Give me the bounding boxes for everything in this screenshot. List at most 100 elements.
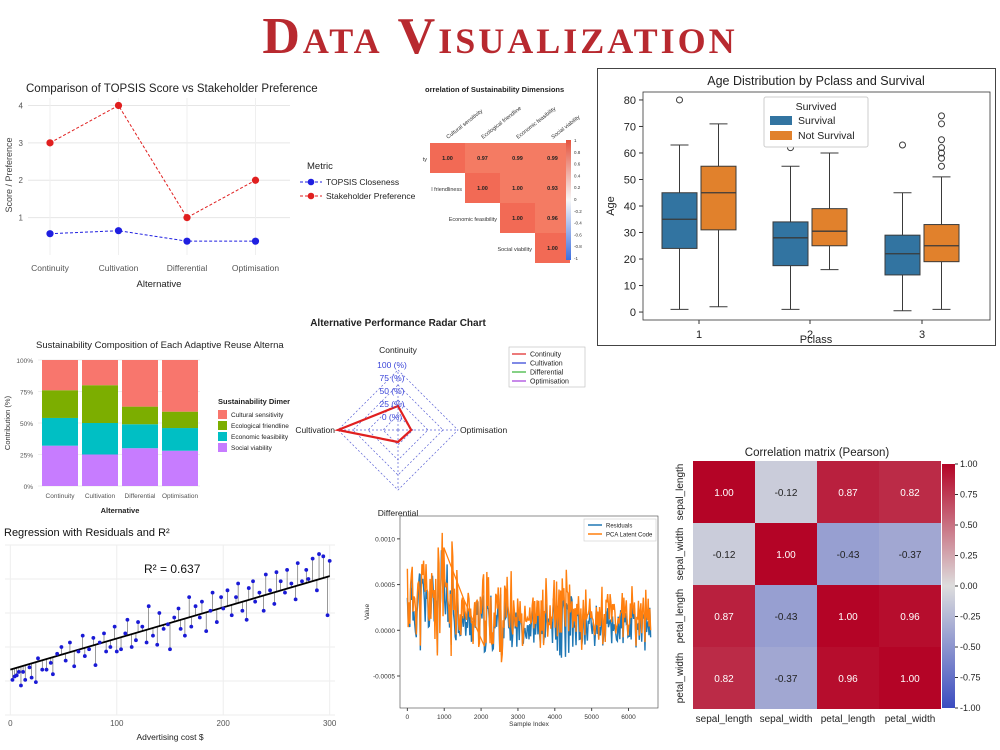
data-point	[240, 608, 245, 613]
row-label: sepal_length	[675, 464, 686, 521]
x-tick-label: Differential	[125, 493, 157, 500]
legend-swatch	[770, 116, 792, 125]
stacked-segment	[122, 406, 158, 425]
x-tick-label: 4000	[548, 714, 563, 721]
heatmap-cell	[500, 173, 535, 203]
y-tick-label: 0.0000	[375, 628, 395, 635]
data-point	[27, 665, 32, 670]
stacked-segment	[162, 411, 198, 429]
box-not-survival	[811, 208, 848, 247]
heatmap-cell	[879, 461, 941, 523]
cell-value: 0.87	[714, 612, 734, 623]
data-point	[97, 640, 102, 645]
legend-marker	[307, 178, 315, 186]
y-tick-label: 0%	[24, 484, 34, 491]
data-point	[278, 579, 283, 584]
ring-label: 50 (%)	[379, 386, 404, 396]
axis-label: Cultivation	[295, 425, 335, 435]
axis-label: Continuity	[379, 345, 418, 355]
sustainability-correlation-panel: orrelation of Sustainability Dimensions C…	[400, 78, 585, 278]
colorbar-tick: 0.50	[960, 520, 978, 530]
data-point	[263, 572, 268, 577]
outlier-point	[938, 162, 945, 170]
data-point	[317, 552, 321, 556]
cell-value: 0.99	[512, 156, 523, 162]
y-tick-label: 0.0005	[375, 582, 395, 589]
row-label: sepal_width	[675, 528, 686, 581]
cell-value: -0.12	[775, 488, 798, 499]
data-point	[253, 599, 258, 604]
data-point	[214, 620, 219, 624]
legend-swatch	[770, 131, 792, 140]
data-point	[285, 568, 289, 572]
data-point	[251, 176, 260, 184]
cell-value: -0.12	[713, 550, 736, 561]
row-label: Social viability	[497, 247, 532, 253]
heatmap-cell	[693, 585, 755, 647]
colorbar-tick: 0.4	[574, 173, 581, 178]
x-tick-label: 200	[217, 719, 231, 728]
colorbar-tick: -0.2	[574, 209, 582, 214]
data-point	[304, 568, 309, 572]
iris-correlation-chart: 1.00 -0.12 0.87 0.82 -0.12 1.00 -0.43 -0.37 0.87…	[675, 447, 981, 725]
data-point	[157, 611, 162, 615]
colorbar-tick: -0.25	[960, 612, 981, 622]
legend-box	[508, 346, 586, 388]
data-point	[251, 237, 260, 245]
chart-title: Comparison of TOPSIS Score vs Stakeholde…	[26, 83, 318, 95]
residuals-chart-panel: -0.0005 0.0000 0.0005 0.0010 0 1000 2000 3000 40…	[358, 508, 662, 736]
data-point	[55, 651, 60, 656]
legend-title: Metric	[307, 161, 333, 172]
heatmap-cell	[693, 523, 755, 585]
stacked-segment	[162, 360, 198, 412]
cell-value: 1.00	[477, 186, 488, 192]
x-tick-label: 1000	[437, 714, 452, 721]
data-point	[82, 654, 87, 658]
data-point	[261, 608, 266, 613]
heatmap-cell	[755, 523, 817, 585]
y-tick-label: 10	[624, 281, 636, 293]
data-point	[114, 649, 119, 654]
data-point	[10, 677, 15, 682]
data-point	[68, 640, 72, 645]
data-point	[44, 667, 49, 672]
x-tick-label: Cultivation	[85, 493, 116, 500]
data-point	[146, 604, 151, 609]
x-tick-label: Continuity	[31, 263, 70, 273]
data-point	[208, 608, 213, 613]
data-point	[48, 660, 53, 665]
data-point	[193, 604, 198, 609]
radar-series-continuity	[334, 404, 413, 444]
data-point	[204, 629, 209, 634]
colorbar-tick: -0.50	[960, 642, 981, 652]
cell-value: 1.00	[547, 246, 558, 252]
x-tick-label: Optimisation	[232, 263, 280, 273]
data-point	[119, 647, 123, 652]
chart-title: Regression with Residuals and R²	[4, 527, 170, 539]
data-point	[155, 642, 160, 647]
data-point	[168, 647, 172, 652]
data-point	[257, 590, 262, 595]
data-point	[165, 622, 170, 627]
peak-spike	[443, 547, 485, 647]
data-point	[93, 663, 98, 668]
x-axis-title: Advertising cost $	[136, 732, 203, 742]
y-tick-label: 75%	[20, 390, 33, 397]
chart-title: Alternative Performance Radar Chart	[310, 318, 486, 329]
heatmap-cell	[817, 461, 879, 523]
data-point	[189, 624, 194, 629]
colorbar-tick: -0.4	[574, 221, 582, 226]
data-point	[178, 626, 183, 631]
y-axis-title: Contribution (%)	[3, 395, 12, 450]
cell-value: 0.99	[547, 156, 558, 162]
r-squared-annotation: R² = 0.637	[144, 562, 201, 576]
heatmap-cell	[817, 523, 879, 585]
legend-swatch	[218, 410, 227, 419]
legend-label: Stakeholder Preference	[326, 191, 416, 201]
box-survival	[772, 221, 809, 267]
x-tick-label: 1	[696, 329, 702, 341]
y-tick-label: 30	[624, 228, 636, 240]
data-point	[274, 570, 279, 575]
data-point	[134, 638, 138, 643]
data-point	[129, 645, 134, 649]
